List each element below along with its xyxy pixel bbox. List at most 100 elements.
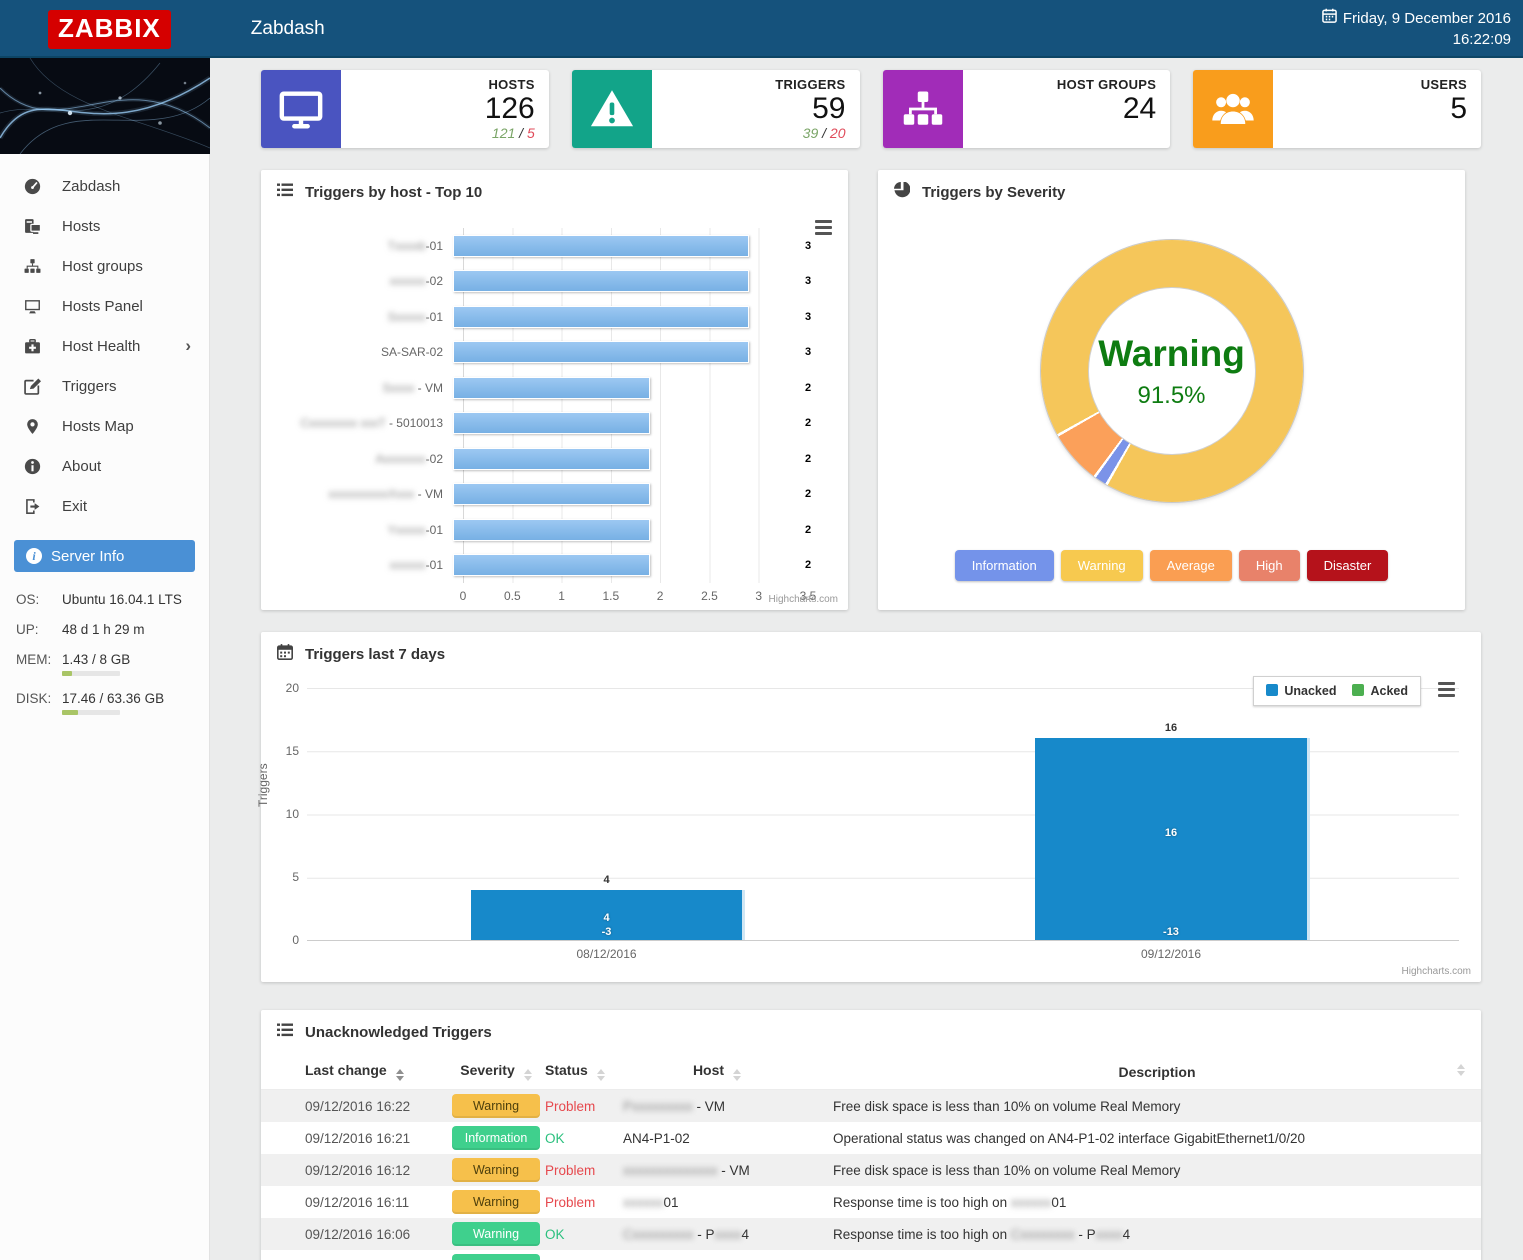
bar[interactable] [453, 305, 749, 328]
bar[interactable] [453, 234, 749, 257]
host-cell: xxxxxx01 [615, 1195, 819, 1210]
severity-legend-button-high[interactable]: High [1238, 550, 1300, 581]
sidebar-item-hosts-map[interactable]: Hosts Map [0, 406, 209, 446]
server-info-label: MEM: [16, 652, 52, 667]
sidebar-item-zabdash[interactable]: Zabdash [0, 166, 209, 206]
last-change-cell: 09/12/2016 16:22 [305, 1098, 411, 1114]
x-tick-label: 0 [459, 589, 467, 603]
text-segment: -02 [425, 274, 443, 289]
severity-badge: Warning [452, 1158, 540, 1182]
host-cell: AN4-P1-02 [615, 1131, 819, 1146]
table-row[interactable]: 09/12/2016 16:21 Information OK AN4-P1-02 Op… [261, 1122, 1481, 1154]
time-text: 16:22:09 [1452, 31, 1511, 48]
bar-total-label: 4 [603, 873, 610, 886]
status-cell: OK [545, 1226, 565, 1242]
stat-breakdown: 121 / 5 [491, 125, 535, 141]
stat-card-hosts[interactable]: HOSTS 126 121 / 5 [261, 70, 549, 148]
sidebar-item-hosts-panel[interactable]: Hosts Panel [0, 286, 209, 326]
redacted-text: Txxxxb [387, 238, 426, 253]
text-segment: - VM [717, 1162, 750, 1178]
bar[interactable] [453, 341, 749, 364]
table-body: 09/12/2016 16:22 Warning Problem Pxxxxxxxxx… [261, 1090, 1481, 1260]
sidebar-item-about[interactable]: About [0, 446, 209, 486]
severity-legend-button-information[interactable]: Information [954, 550, 1054, 581]
sidebar-item-host-health[interactable]: Host Health › [0, 326, 209, 366]
donut-center-value: 91.5% [1137, 381, 1206, 409]
bar[interactable] [453, 376, 651, 399]
y-tick-label: 15 [285, 744, 299, 758]
severity-cell: Information [447, 1126, 545, 1150]
column-header-severity[interactable]: Severity [447, 1062, 545, 1081]
status-cell: Problem [545, 1194, 596, 1210]
legend-item-acked[interactable]: Acked [1352, 684, 1408, 698]
stat-card-host-groups[interactable]: HOST GROUPS 24 [882, 70, 1171, 148]
severity-cell: Warning [447, 1094, 545, 1118]
severity-legend-button-average[interactable]: Average [1149, 550, 1232, 581]
sidebar-item-triggers[interactable]: Triggers [0, 366, 209, 406]
bar[interactable] [453, 412, 651, 435]
sidebar-item-host-groups[interactable]: Host groups [0, 246, 209, 286]
sort-icon [596, 1069, 605, 1081]
bar[interactable] [453, 518, 651, 541]
x-tick-label: 3.5 [799, 589, 817, 603]
zabbix-logo[interactable]: ZABBIX [48, 9, 171, 49]
bar[interactable] [453, 554, 651, 577]
chart-legend: Unacked Acked [1253, 676, 1421, 706]
legend-item-unacked[interactable]: Unacked [1266, 684, 1336, 698]
server-info-value: 1.43 / 8 GB [62, 652, 130, 676]
redacted-text: xxxxxxxxxxXxxx [328, 487, 415, 502]
column-header-last-change[interactable]: Last change [261, 1062, 447, 1081]
chart-export-menu-icon[interactable] [815, 220, 832, 235]
description-cell: Response time is too high on Cxxxxxxxx -… [819, 1227, 1481, 1242]
table-row[interactable]: 09/12/2016 16:12 Warning Problem xxxxxxxxxx… [261, 1154, 1481, 1186]
text-segment: Operational status was changed on AN4-P1… [833, 1130, 1306, 1146]
column-header-status[interactable]: Status [545, 1062, 615, 1081]
bar[interactable] [453, 483, 651, 506]
column-bar[interactable]: 4 4 -3 [470, 874, 743, 940]
severity-cell: Warning [447, 1190, 545, 1214]
server-info-label: OS: [16, 592, 40, 607]
bar[interactable] [453, 447, 651, 470]
hbar-row: Sxxxx - VM 2 [261, 370, 848, 406]
hbar-category-label: xxxxxx-02 [261, 274, 453, 288]
sort-icon [395, 1069, 404, 1081]
column-header-label: Severity [460, 1062, 515, 1078]
stat-card-triggers[interactable]: TRIGGERS 59 39 / 20 [571, 70, 860, 148]
hbar-category-label: xxxxxx-01 [261, 558, 453, 572]
table-row[interactable]: 09/12/2016 14:33 Warning OK SMS-SAR-01 Respo… [261, 1250, 1481, 1260]
table-row[interactable]: 09/12/2016 16:06 Warning OK Cxxxxxxxxx - Px… [261, 1218, 1481, 1250]
chart-export-menu-icon[interactable] [1438, 682, 1455, 697]
panel-triggers-last-7-days: Triggers last 7 days Triggers 20 15 10 5 0 4 4… [256, 632, 1481, 982]
edit-icon [24, 378, 44, 395]
hbar-category-label: Axxxxxxx-02 [261, 452, 453, 466]
stat-card-users[interactable]: USERS 5 [1193, 70, 1481, 148]
sidebar-item-exit[interactable]: Exit [0, 486, 209, 526]
sidebar: Zabdash Hosts Host groups Hosts Panel Host H… [0, 58, 210, 1260]
sidebar-item-label: Hosts Panel [62, 297, 143, 315]
usage-bar [62, 710, 120, 715]
column-header-description[interactable]: Description [819, 1063, 1481, 1080]
column-header-host[interactable]: Host [615, 1062, 819, 1081]
redacted-text: xxxx [714, 1226, 742, 1242]
stats-row: HOSTS 126 121 / 5 TRIGGERS 59 39 / 20 HOST GRO… [261, 70, 1481, 148]
sidebar-item-hosts[interactable]: Hosts [0, 206, 209, 246]
table-row[interactable]: 09/12/2016 16:22 Warning Problem Pxxxxxxxxx… [261, 1090, 1481, 1122]
table-header: Last change Severity Status Host Description [261, 1054, 1481, 1090]
table-row[interactable]: 09/12/2016 16:11 Warning Problem xxxxxx01 Re… [261, 1186, 1481, 1218]
severity-legend-button-disaster[interactable]: Disaster [1306, 550, 1389, 581]
host-groups-icon [24, 258, 44, 275]
sort-icon [1457, 1063, 1465, 1076]
bar[interactable] [453, 270, 749, 293]
calendar-icon [277, 643, 293, 665]
column-bar[interactable]: 16 16 -13 [1035, 722, 1307, 940]
bar-value-label: 2 [805, 559, 812, 572]
column-chart-plot: 20 15 10 5 0 4 4 -3 08/12/2016 16 16 -13 09/12/2016 [286, 681, 1459, 961]
hbar-row: Axxxxxxx-02 2 [261, 441, 848, 477]
text-segment: -02 [425, 451, 443, 466]
x-tick-label: 1 [558, 589, 565, 603]
server-info-header[interactable]: i Server Info [14, 540, 195, 572]
sitemap-stat-icon [882, 70, 963, 148]
severity-legend-button-warning[interactable]: Warning [1060, 550, 1143, 581]
monitor-stat-icon [261, 70, 341, 148]
redacted-text: Sxxxx [382, 380, 415, 395]
